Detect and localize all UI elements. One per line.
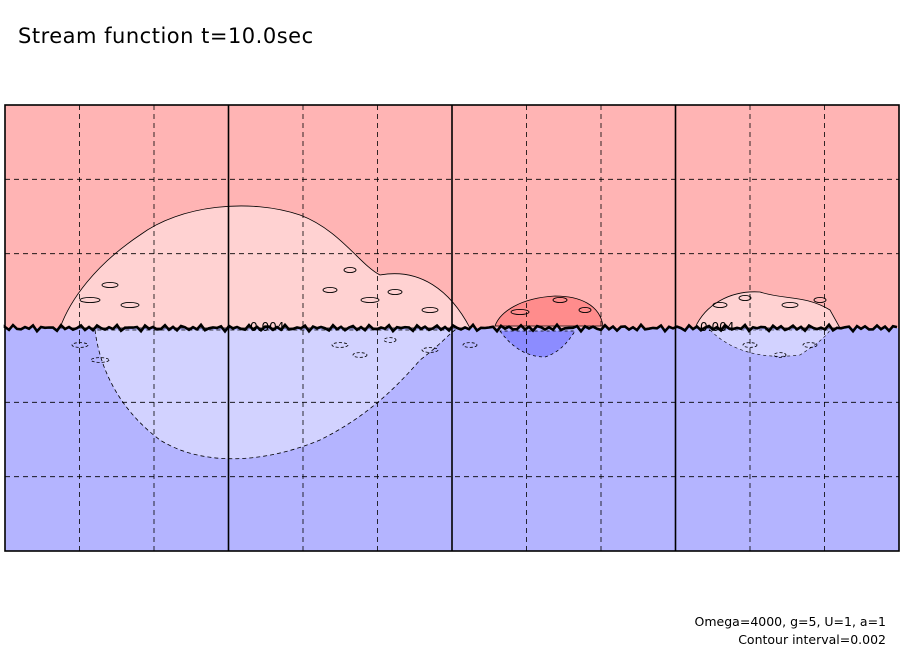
contour-eddy	[578, 306, 592, 314]
contour-eddy-negative	[331, 342, 349, 348]
contour-eddy	[738, 294, 752, 302]
contour-eddy-negative	[462, 342, 478, 348]
negative-weak-area	[94, 329, 457, 460]
negative-strong-area	[499, 330, 576, 358]
contour-label: 0.004	[700, 320, 734, 334]
contour-eddy-negative	[773, 352, 787, 358]
contour-eddy-negative	[421, 347, 439, 353]
contour-eddy	[552, 296, 568, 304]
positive-weak-area-right	[694, 291, 841, 329]
contour-eddy	[120, 301, 140, 309]
contour-interval-note: Contour interval=0.002	[738, 632, 886, 647]
contour-eddy	[421, 306, 439, 314]
contour-eddy	[712, 301, 728, 309]
contour-eddy	[387, 288, 403, 296]
contour-eddy	[343, 266, 357, 274]
contour-eddy-negative	[802, 342, 818, 348]
contour-label: 0.004	[250, 320, 284, 334]
contour-eddy	[813, 296, 827, 304]
contour-eddy-negative	[742, 342, 758, 348]
contour-eddy-negative	[352, 352, 368, 358]
contour-eddy	[322, 286, 338, 294]
contour-eddy	[360, 296, 380, 304]
parameters-note: Omega=4000, g=5, U=1, a=1	[694, 614, 886, 629]
contour-eddy	[79, 296, 101, 304]
positive-strong-area	[494, 295, 604, 327]
contour-eddy	[781, 301, 799, 309]
contour-eddy-negative	[383, 337, 397, 343]
chart-title: Stream function t=10.0sec	[18, 24, 314, 48]
contour-eddy	[510, 308, 530, 316]
plot-frame	[4, 104, 900, 552]
contour-eddy-negative	[90, 357, 110, 363]
contour-eddy	[101, 281, 119, 289]
interface-contour	[3, 322, 898, 334]
negative-weak-area-right	[709, 329, 831, 357]
contour-eddy-negative	[71, 342, 89, 348]
